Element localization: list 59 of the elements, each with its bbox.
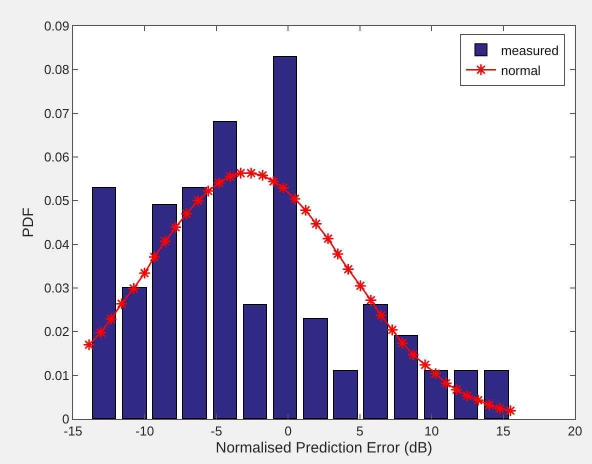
- point: [115, 298, 128, 310]
- point: [429, 367, 442, 380]
- point: [159, 235, 172, 248]
- x-tick-label: 10: [424, 424, 439, 439]
- point: [450, 384, 463, 396]
- point: [504, 404, 517, 417]
- y-tick-label: 0.09: [44, 18, 70, 34]
- point: [277, 182, 290, 194]
- point: [180, 208, 193, 220]
- y-tick-label: 0.04: [44, 236, 70, 252]
- legend-label: measured: [500, 42, 559, 58]
- legend-label: normal: [500, 62, 541, 78]
- point: [364, 294, 378, 306]
- point: [192, 194, 204, 207]
- point: [472, 394, 484, 406]
- y-tick-label: 0.06: [44, 150, 70, 165]
- point: [82, 338, 96, 351]
- point: [202, 184, 214, 198]
- point: [299, 204, 312, 216]
- point: [310, 218, 322, 230]
- point: [170, 221, 182, 234]
- point: [256, 169, 269, 182]
- point: [224, 170, 236, 183]
- y-tick-label: 0.05: [44, 193, 70, 208]
- point: [494, 402, 506, 415]
- y-tick-label: 0.08: [44, 62, 70, 78]
- y-tick-label: 0.02: [44, 324, 70, 340]
- point: [104, 312, 118, 326]
- y-tick-label: 0.03: [44, 280, 70, 296]
- point: [288, 192, 302, 206]
- point: [94, 326, 107, 339]
- point: [234, 167, 247, 180]
- y-tick-label: 0.07: [44, 106, 70, 121]
- point: [483, 398, 496, 412]
- point: [138, 267, 151, 280]
- x-tick-label: -10: [135, 424, 154, 439]
- x-tick-label: 0: [284, 424, 292, 439]
- point: [342, 263, 354, 276]
- point: [267, 175, 280, 188]
- point: [396, 336, 409, 350]
- y-axis-title: PDF: [20, 208, 37, 238]
- point: [354, 280, 367, 292]
- point: [440, 377, 452, 390]
- point: [128, 282, 140, 295]
- x-tick-label: -5: [210, 424, 222, 439]
- point: [148, 250, 160, 264]
- point: [386, 324, 398, 336]
- point: [374, 309, 388, 322]
- point: [212, 176, 226, 189]
- x-axis-title: Normalised Prediction Error (dB): [216, 440, 432, 457]
- point: [244, 167, 258, 180]
- point: [322, 232, 334, 245]
- point: [418, 358, 432, 371]
- y-tick-label: 0.01: [44, 368, 70, 383]
- x-tick-label: 20: [568, 424, 582, 439]
- x-tick-label: 15: [496, 424, 511, 439]
- point: [407, 348, 420, 361]
- x-tick-label: 5: [356, 424, 364, 439]
- point: [332, 248, 344, 260]
